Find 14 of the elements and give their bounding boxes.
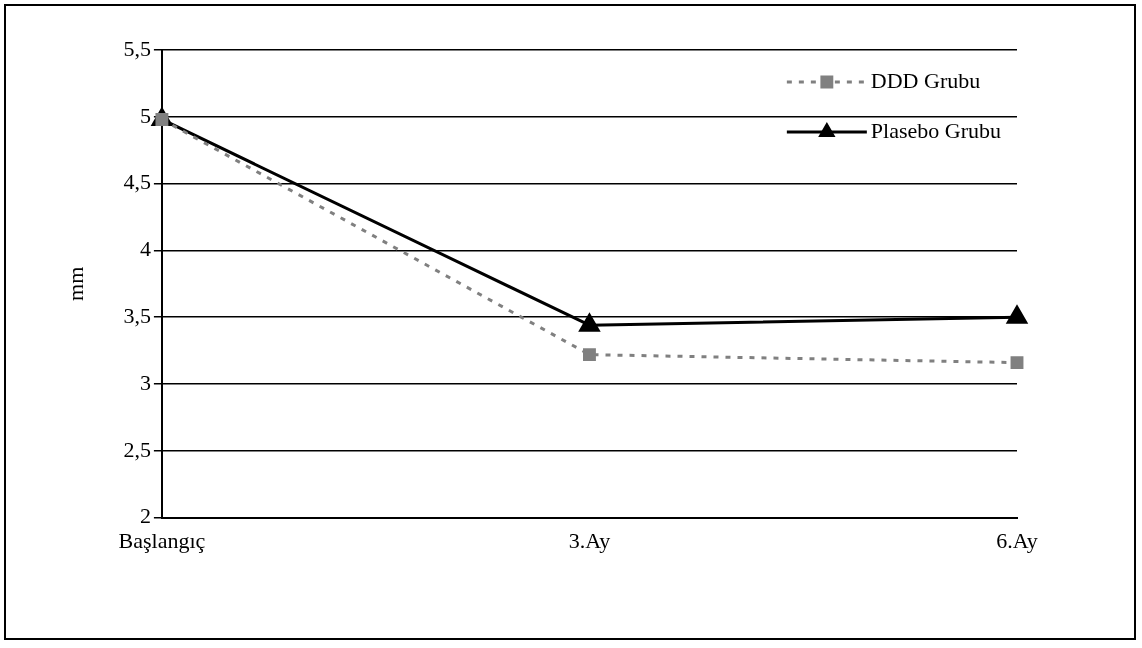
y-tick-label: 3 [139,369,151,395]
y-tick-label: 4,5 [123,169,151,195]
y-tick-label: 5 [139,102,151,128]
x-tick-label: 3.Ay [568,527,611,553]
y-axis-title: mm [62,266,88,301]
y-tick-label: 3,5 [123,302,151,328]
x-tick-label: 6.Ay [996,527,1038,553]
y-tick-label: 2 [139,503,151,529]
y-tick-label: 2,5 [123,436,151,462]
x-tick-label: Başlangıç [118,527,206,553]
y-tick-label: 4 [139,236,151,262]
y-tick-label: 5,5 [123,35,151,61]
legend-label: DDD Grubu [870,67,981,93]
legend-label: Plasebo Grubu [870,117,1001,143]
